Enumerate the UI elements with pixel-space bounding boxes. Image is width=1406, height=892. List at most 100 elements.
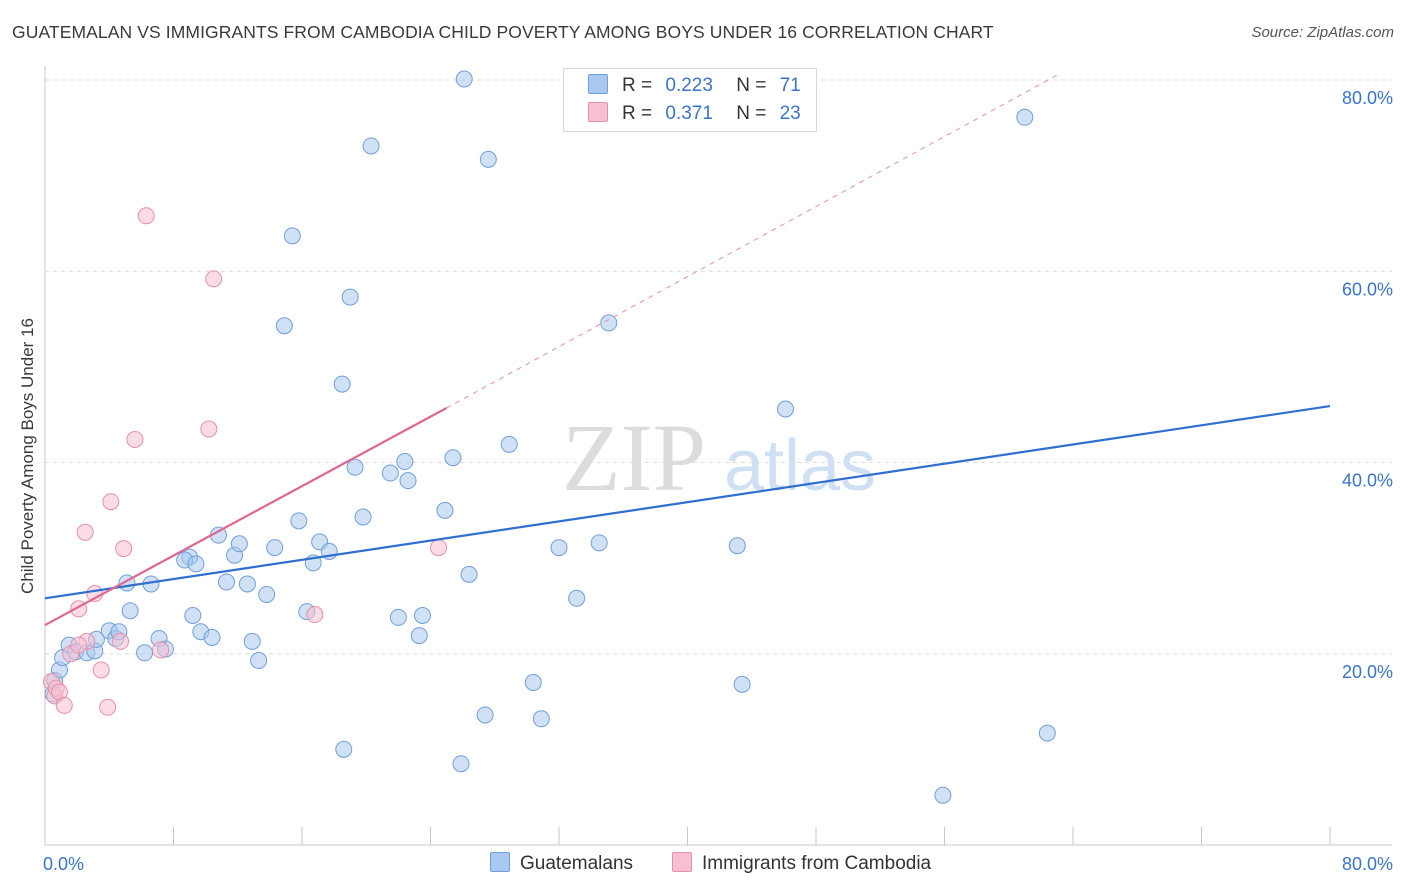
chart-title: GUATEMALAN VS IMMIGRANTS FROM CAMBODIA C… [12,22,994,42]
point-guatemalan [600,314,618,332]
point-guatemalan [121,602,139,620]
point-guatemalan [396,453,414,471]
point-guatemalan [460,565,478,583]
point-guatemalan [934,786,952,804]
point-cambodia [102,493,120,511]
point-guatemalan [410,627,428,645]
source-label: Source: ZipAtlas.com [1251,24,1394,41]
point-guatemalan [346,458,364,476]
point-guatemalan [479,150,497,168]
point-guatemalan [436,501,454,519]
point-guatemalan [266,539,284,557]
point-guatemalan [733,675,751,693]
point-cambodia [70,636,88,654]
legend-swatch-guatemalans [588,74,608,94]
legend-n-label: N = [736,75,767,96]
point-guatemalan [136,644,154,662]
point-guatemalan [218,573,236,591]
bottom-legend-guatemalans: Guatemalans [490,852,633,875]
point-cambodia [99,698,117,716]
point-guatemalan [187,555,205,573]
point-cambodia [115,540,133,558]
y-tick-label: 80.0% [1342,88,1393,108]
trendline-guatemalans [44,404,1331,600]
point-guatemalan [455,70,473,88]
point-guatemalan [524,673,542,691]
point-guatemalan [1038,724,1056,742]
point-guatemalan [250,651,268,669]
point-guatemalan [341,288,359,306]
point-cambodia [76,523,94,541]
legend-r-label: R = [622,75,653,96]
legend-n-value: 71 [779,75,801,96]
correlation-legend: R = 0.223 N = 71 R = 0.371 N = 23 [563,68,817,132]
point-cambodia [306,606,324,624]
bottom-legend-label: Guatemalans [520,853,634,874]
series-guatemalans [44,70,1056,804]
point-guatemalan [500,435,518,453]
point-guatemalan [290,512,308,530]
y-tick-label: 20.0% [1342,662,1393,682]
point-cambodia [92,661,110,679]
y-axis-label: Child Poverty Among Boys Under 16 [18,318,37,594]
legend-n-value: 23 [779,103,801,124]
point-guatemalan [203,628,221,646]
bottom-legend-cambodia: Immigrants from Cambodia [672,852,931,875]
point-guatemalan [230,535,248,553]
axes [44,66,1392,846]
point-guatemalan [354,508,372,526]
point-guatemalan [728,537,746,555]
legend-swatch-cambodia [588,102,608,122]
point-cambodia [55,696,73,714]
tick-labels: 20.0% 40.0% 60.0% 80.0% 0.0% 80.0% [43,88,1393,874]
gridlines [45,79,1392,655]
point-cambodia [430,539,448,557]
point-guatemalan [381,464,399,482]
legend-n-label: N = [736,103,767,124]
point-guatemalan [283,227,301,245]
point-guatemalan [333,375,351,393]
x-tick-label: 80.0% [1342,854,1393,874]
point-cambodia [126,431,144,449]
point-guatemalan [452,755,470,773]
point-guatemalan [389,608,407,626]
watermark-zip: ZIP [562,404,706,511]
y-tick-label: 40.0% [1342,471,1393,491]
point-cambodia [137,207,155,225]
point-guatemalan [243,632,261,650]
point-cambodia [200,420,218,438]
point-cambodia [111,632,129,650]
legend-row-guatemalans: R = 0.223 N = 71 [588,74,801,98]
bottom-legend-label: Immigrants from Cambodia [702,853,932,874]
point-guatemalan [1016,108,1034,126]
y-tick-label: 60.0% [1342,279,1393,299]
point-guatemalan [476,706,494,724]
trendlines [44,74,1331,627]
bottom-legend-swatch-cambodia [672,852,692,872]
point-guatemalan [550,539,568,557]
point-guatemalan [258,585,276,603]
point-guatemalan [275,317,293,335]
legend-r-label: R = [622,103,653,124]
x-tick-label: 0.0% [43,854,84,874]
legend-r-value: 0.223 [665,75,713,96]
point-guatemalan [184,607,202,624]
legend-r-value: 0.371 [665,103,713,124]
legend-row-cambodia: R = 0.371 N = 23 [588,102,801,126]
point-guatemalan [362,137,380,155]
point-cambodia [205,270,223,288]
point-cambodia [152,641,170,659]
point-guatemalan [590,534,608,552]
point-guatemalan [444,449,462,467]
point-guatemalan [335,740,353,758]
point-guatemalan [238,575,256,593]
point-guatemalan [399,472,417,490]
point-guatemalan [568,589,586,607]
point-guatemalan [413,607,431,624]
point-guatemalan [532,710,550,728]
point-guatemalan [776,400,794,418]
watermark: ZIP atlas [562,404,876,511]
trendline-cambodia [44,407,448,627]
bottom-legend-swatch-guatemalans [490,852,510,872]
